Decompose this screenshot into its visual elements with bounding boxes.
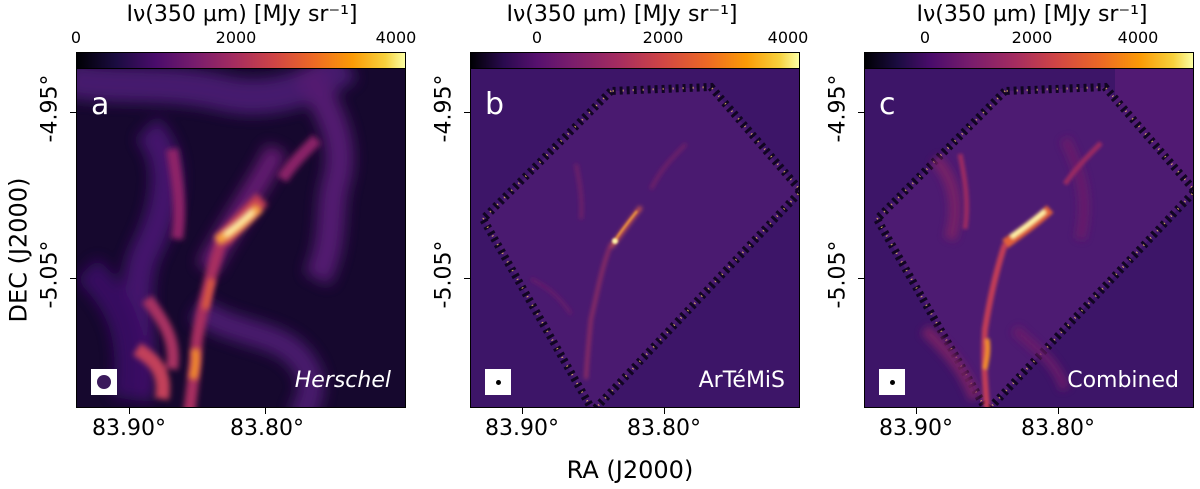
colorbar-c-tick-0: 0: [919, 28, 931, 47]
colorbar-c-tick-4000: 4000: [1117, 28, 1159, 47]
map-panel-c: c Combined: [864, 68, 1194, 408]
xtick-a-2: [265, 408, 266, 414]
instrument-label-combined: Combined: [1067, 368, 1179, 393]
colorbar-title-c: Iν(350 µm) [MJy sr⁻¹]: [916, 2, 1148, 27]
colorbar-a-tick-4000: 4000: [375, 28, 417, 47]
colorbar-title-b: Iν(350 µm) [MJy sr⁻¹]: [506, 2, 738, 27]
ytick-b-1: [464, 112, 470, 113]
xtick-label-a-1: 83.90°: [92, 416, 166, 441]
ytick-c-1: [858, 112, 864, 113]
beam-indicator-b: [485, 369, 511, 395]
artemis-map-image: [471, 69, 799, 407]
map-panel-b: b ArTéMiS: [470, 68, 800, 408]
ytick-label-b-2: -5.05°: [431, 240, 457, 309]
colorbar-b-tick-2000: 2000: [642, 28, 684, 47]
xtick-label-c-2: 83.80°: [1021, 416, 1095, 441]
combined-map-image: [865, 69, 1193, 407]
xtick-b-1: [522, 408, 523, 414]
beam-dot-b: [496, 380, 501, 385]
xtick-label-b-2: 83.80°: [627, 416, 701, 441]
herschel-map-image: [77, 69, 405, 407]
ytick-label-a-2: -5.05°: [37, 240, 63, 309]
xtick-c-1: [916, 408, 917, 414]
instrument-label-herschel: Herschel: [294, 368, 391, 393]
colorbar-a-tick-0: 0: [70, 28, 82, 47]
colorbar-a-tick-2000: 2000: [215, 28, 257, 47]
ytick-label-c-2: -5.05°: [825, 240, 851, 309]
beam-indicator-c: [879, 369, 905, 395]
xtick-a-1: [129, 408, 130, 414]
colorbar-b-tick-4000: 4000: [767, 28, 809, 47]
colorbar-title-a: Iν(350 µm) [MJy sr⁻¹]: [126, 2, 358, 27]
ytick-b-2: [464, 278, 470, 279]
xtick-c-2: [1058, 408, 1059, 414]
ytick-a-2: [70, 278, 76, 279]
ytick-label-c-1: -4.95°: [825, 74, 851, 143]
beam-dot-a: [97, 375, 111, 389]
xtick-label-b-1: 83.90°: [485, 416, 559, 441]
beam-dot-c: [890, 380, 895, 385]
colorbar-b-tick-0: 0: [531, 28, 543, 47]
colorbar-c-tick-2000: 2000: [1011, 28, 1053, 47]
y-axis-title: DEC (J2000): [4, 177, 33, 323]
x-axis-title: RA (J2000): [566, 456, 694, 484]
ytick-c-2: [858, 278, 864, 279]
ytick-label-b-1: -4.95°: [431, 74, 457, 143]
panel-letter-c: c: [879, 87, 896, 122]
xtick-label-a-2: 83.80°: [230, 416, 304, 441]
beam-indicator-a: [91, 369, 117, 395]
panel-letter-b: b: [485, 87, 505, 122]
map-panel-a: a Herschel: [76, 68, 406, 408]
panel-letter-a: a: [91, 87, 110, 122]
ytick-a-1: [70, 112, 76, 113]
xtick-b-2: [664, 408, 665, 414]
instrument-label-artemis: ArTéMiS: [698, 368, 785, 393]
ytick-label-a-1: -4.95°: [37, 74, 63, 143]
xtick-label-c-1: 83.90°: [879, 416, 953, 441]
